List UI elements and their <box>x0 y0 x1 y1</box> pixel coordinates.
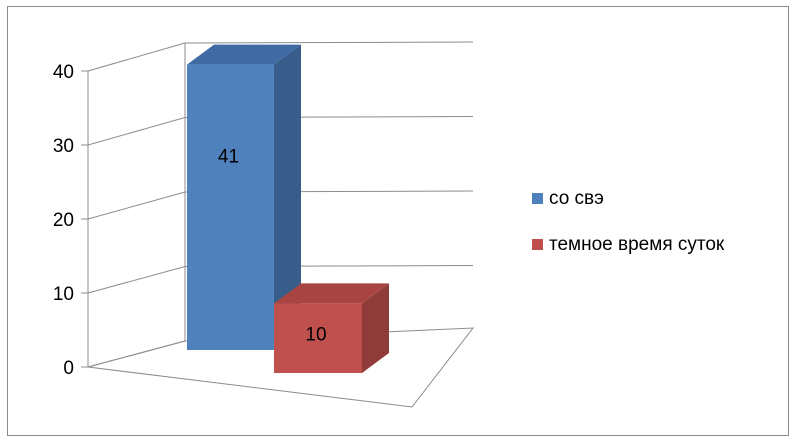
y-tick-label-20: 20 <box>53 210 74 231</box>
gridline-left-10 <box>87 266 186 294</box>
bar-side-series-0 <box>274 44 301 350</box>
y-tick-label-0: 0 <box>63 358 74 379</box>
gridline-back-40 <box>184 41 474 44</box>
y-tick-label-10: 10 <box>53 284 74 305</box>
data-label-series-0: 41 <box>218 147 239 168</box>
gridline-left-30 <box>87 117 186 146</box>
legend-label-0: со свэ <box>549 188 604 209</box>
bar-series-0 <box>187 64 274 350</box>
legend-label-1: темное время суток <box>549 234 725 255</box>
axis-layer: 0 10 20 30 40 <box>53 43 475 408</box>
bars-layer <box>187 44 389 373</box>
bar-top-series-0 <box>187 44 301 65</box>
bar-series-1 <box>274 303 362 373</box>
bar-top-series-1 <box>274 283 389 304</box>
legend-swatch-1 <box>532 239 543 250</box>
floor <box>87 327 475 408</box>
chart-frame <box>7 6 789 436</box>
y-tick-label-40: 40 <box>53 62 74 83</box>
gridline-left-20 <box>87 191 186 220</box>
gridline-left-40 <box>87 42 186 72</box>
data-label-series-1: 10 <box>305 324 326 345</box>
legend: со свэ темное время суток <box>532 188 725 255</box>
labels-layer: 41 10 <box>218 147 327 346</box>
legend-swatch-0 <box>532 193 543 204</box>
bar-side-series-1 <box>362 283 389 373</box>
y-tick-label-30: 30 <box>53 136 74 157</box>
